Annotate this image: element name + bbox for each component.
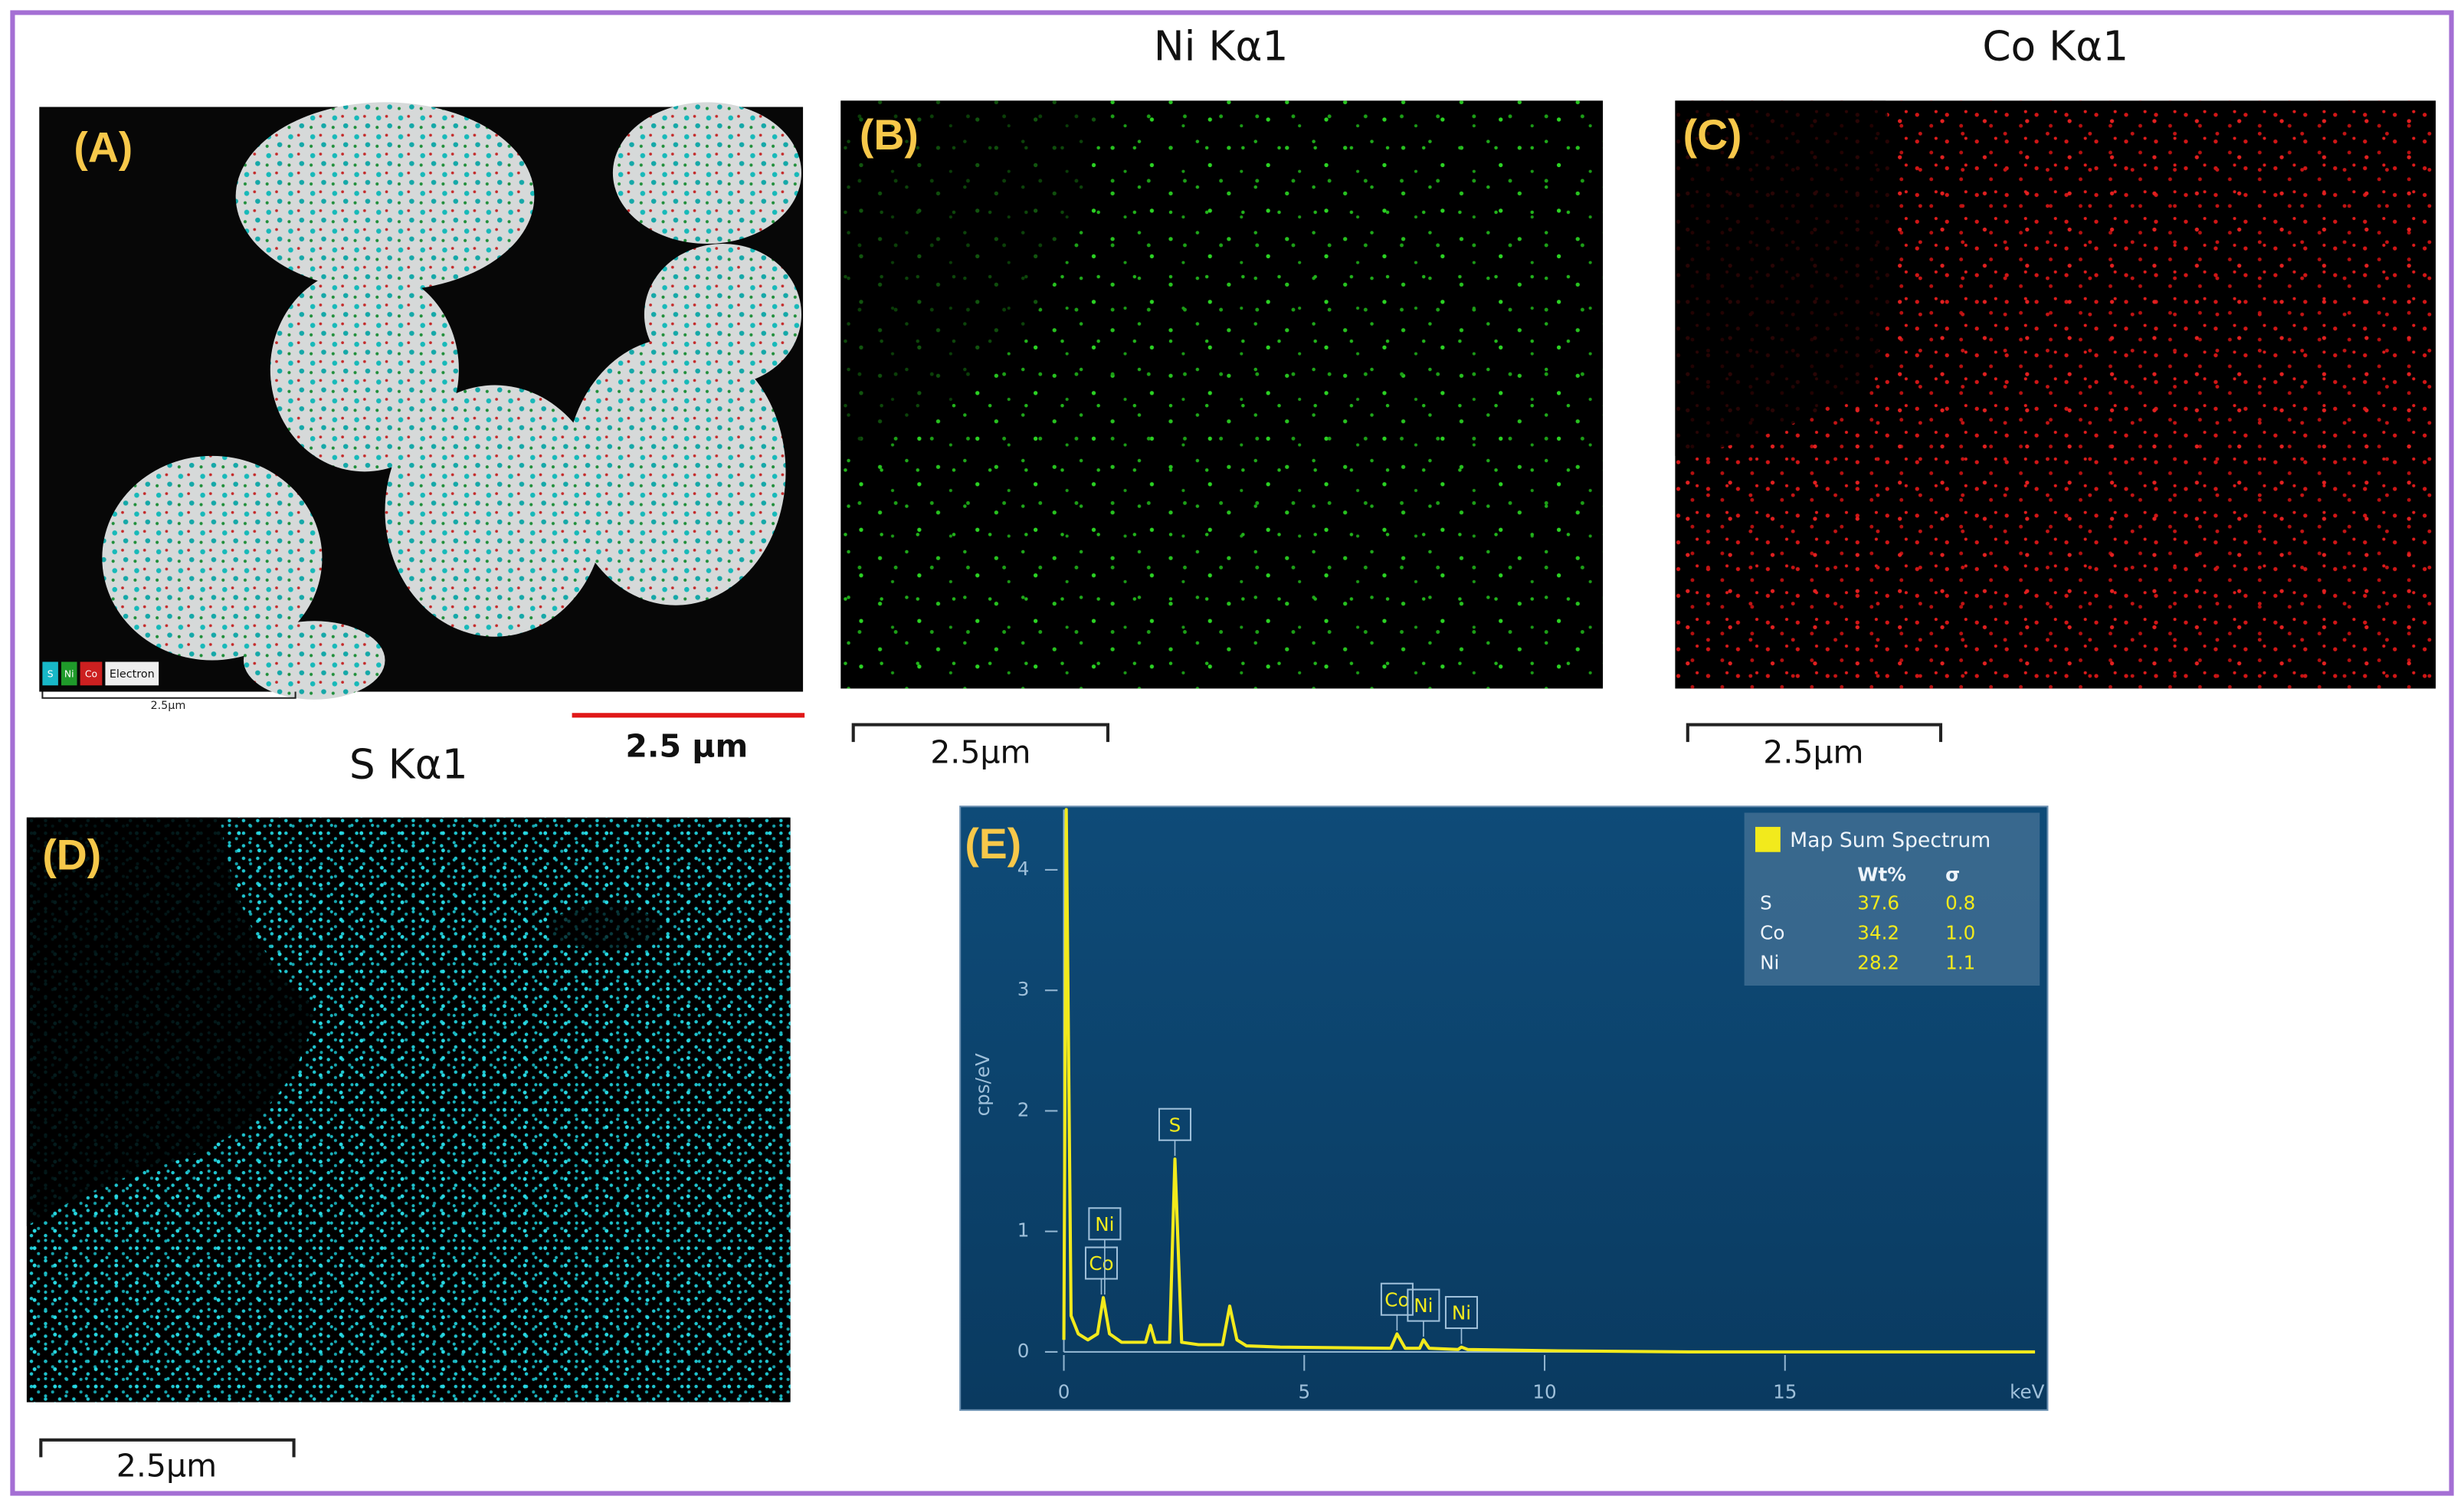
scale-label: 2.5µm [116,1448,217,1485]
annotation-label: Ni [1452,1302,1471,1324]
particle [270,267,459,472]
annotation-box [1088,1207,1122,1241]
particle [102,455,323,661]
y-tick-label: 0 [1017,1340,1030,1362]
panel-title: Ni Kα1 [1154,22,1289,70]
scale-label: 2.5µm [150,700,185,712]
particle [644,243,802,386]
y-axis-label: cps/eV [972,1053,994,1116]
x-tick-label: 15 [1773,1380,1797,1403]
column-header: Wt% [1857,863,1906,885]
legend-swatch [1755,826,1781,852]
column-header: σ [1945,863,1960,885]
figure-border [10,10,2454,1496]
panel-label: (B) [860,111,919,159]
scale-label: 2.5µm [930,734,1030,771]
weight-percent: 37.6 [1857,891,1899,914]
legend-swatch [61,661,77,686]
y-tick-label: 4 [1017,858,1030,880]
scale-bar [1686,723,1943,743]
map-shade [549,905,660,950]
x-tick-label: 10 [1532,1380,1556,1403]
annotation-box [1444,1295,1479,1330]
sem-particles [102,102,802,700]
annotation-label: Ni [1095,1213,1114,1235]
legend-swatch [42,661,58,686]
weight-percent: 34.2 [1857,921,1899,943]
x-tick-label: 0 [1058,1380,1070,1403]
table-rows: S 37.6 0.8 Co 34.2 1.0 Ni 28.2 1.1 [1760,891,1975,973]
sigma: 0.8 [1945,891,1975,914]
scale-bar [851,723,1110,743]
legend-title: Map Sum Spectrum [1790,828,1991,852]
annotation-box [1158,1107,1192,1141]
annotation-box [1407,1288,1440,1322]
particle [612,102,802,244]
y-tick-label: 1 [1017,1219,1030,1242]
scale-bar [41,691,297,699]
legend-label: S [48,668,54,679]
scale-label: 2.5µm [1763,734,1863,771]
annotation-box [1380,1282,1414,1316]
panel-label: (C) [1683,111,1742,159]
element-name: Co [1760,921,1784,943]
legend-label: Electron [110,668,155,681]
element-name: Ni [1760,951,1779,973]
sigma: 1.1 [1945,951,1975,973]
y-tick-label: 3 [1017,978,1030,1000]
legend-swatch [80,661,103,686]
particle [385,385,605,637]
panel-label: (E) [965,820,1021,868]
x-tick-label: 5 [1298,1380,1310,1403]
spectrum-line [1062,808,2036,1353]
scale-label: 2.5 µm [625,727,748,764]
panel-label: (D) [42,832,101,879]
annotation-label: Co [1089,1252,1113,1275]
legend-box [1744,812,2040,986]
panel-label: (A) [74,124,133,172]
particle [565,338,786,605]
panel-title: Co Kα1 [1982,22,2128,70]
legend-label: Co [85,668,97,679]
particle [243,621,385,700]
scale-bar [39,1438,296,1458]
y-tick-label: 2 [1017,1098,1030,1120]
map-shade [840,100,1100,445]
x-axis-label: keV [2010,1380,2045,1403]
legend-swatch [105,661,159,686]
legend-label: Ni [64,668,74,679]
annotation-box [1084,1246,1119,1280]
annotation-label: S [1169,1114,1181,1136]
panel-title: S Kα1 [349,741,468,789]
sem-legend: S Ni Co Electron [42,661,159,686]
particle [235,102,535,291]
annotation-label: Co [1384,1288,1409,1311]
sigma: 1.0 [1945,921,1975,943]
annotation-label: Ni [1414,1294,1433,1317]
legend-table: Map Sum Spectrum Wt% σ S 37.6 0.8 Co 34.2 1.0… [1744,812,2040,986]
weight-percent: 28.2 [1857,951,1899,973]
map-shade [26,817,315,1226]
map-shade [1675,100,1895,456]
element-name: S [1760,891,1772,914]
